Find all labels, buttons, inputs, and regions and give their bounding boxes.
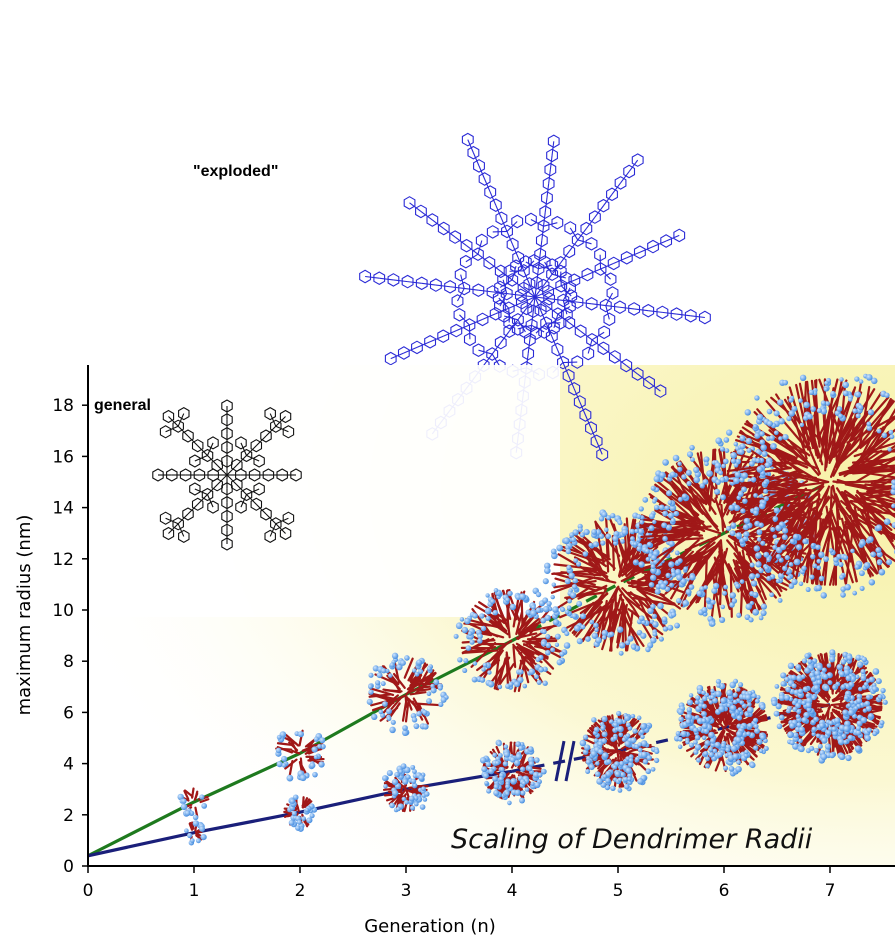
y-tick-label-2: 2 [63, 806, 74, 826]
dendrimer-gen-7-series-0 [714, 373, 895, 599]
dendrimer-gen-3-series-0 [366, 652, 449, 737]
x-tick-label-5: 5 [613, 881, 624, 901]
y-tick-label-12: 12 [52, 550, 74, 570]
x-tick-label-7: 7 [825, 881, 836, 901]
x-tick-label-6: 6 [719, 881, 730, 901]
general-structure-panel [88, 365, 560, 617]
y-tick-label-16: 16 [52, 447, 74, 467]
x-tick-label-4: 4 [507, 881, 518, 901]
y-tick-label-4: 4 [63, 755, 74, 775]
dendrimer-gen-4-series-0 [453, 587, 571, 693]
y-tick-label-0: 0 [63, 857, 74, 877]
dendrimer-gen-3-series-1 [382, 763, 430, 813]
axis-break-mark-0 [554, 740, 566, 782]
y-tick-label-8: 8 [63, 652, 74, 672]
x-tick-label-0: 0 [83, 881, 94, 901]
y-tick-label-6: 6 [63, 703, 74, 723]
y-tick-label-18: 18 [52, 396, 74, 416]
general-structure [152, 399, 302, 551]
series-1-solid-line [87, 769, 513, 858]
dendrimer-gen-1-series-0 [177, 787, 210, 821]
dendrimer-gen-2-series-1 [283, 794, 318, 832]
y-axis-ticks: 0 2 4 6 8 10 12 14 16 18 [52, 396, 88, 877]
dendrimer-gen-2-series-0 [275, 729, 326, 782]
series-1-dashed-line [511, 703, 831, 773]
x-tick-label-2: 2 [295, 881, 306, 901]
exploded-label: "exploded" [193, 163, 278, 180]
y-axis-title: maximum radius (nm) [14, 515, 35, 716]
molecule-layer [177, 373, 895, 846]
y-tick-label-14: 14 [52, 499, 74, 519]
x-axis-title: Generation (n) [364, 916, 496, 937]
dendrimer-gen-6-series-1 [673, 678, 769, 777]
dendrimer-gen-4-series-1 [479, 739, 547, 806]
axis-break-mark-1 [564, 740, 576, 782]
x-tick-label-3: 3 [401, 881, 412, 901]
x-tick-label-1: 1 [189, 881, 200, 901]
dendrimer-gen-7-series-1 [770, 649, 888, 764]
dendrimer-gen-1-series-1 [184, 820, 207, 846]
x-axis-ticks: 0 1 2 3 4 5 6 7 [83, 866, 836, 901]
dendrimer-gen-5-series-1 [579, 710, 660, 793]
y-tick-label-10: 10 [52, 601, 74, 621]
chart-title: Scaling of Dendrimer Radii [451, 824, 813, 855]
general-label: general [94, 397, 151, 414]
